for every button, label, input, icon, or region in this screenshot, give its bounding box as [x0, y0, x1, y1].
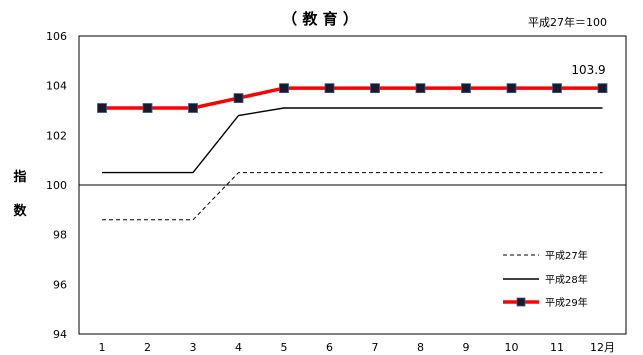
x-tick-label: 1	[99, 341, 106, 354]
x-tick-label: 11	[550, 341, 564, 354]
data-point-marker	[597, 83, 608, 94]
legend-swatch-marker	[516, 297, 526, 307]
legend-label-h27: 平成27年	[545, 249, 588, 262]
data-point-marker	[415, 83, 426, 94]
x-tick-label: 12月	[590, 341, 615, 354]
data-point-marker	[142, 103, 153, 113]
x-tick-label: 2	[144, 341, 151, 354]
data-point-marker	[233, 93, 244, 103]
legend-label-h29: 平成29年	[545, 296, 588, 309]
y-tick-label: 96	[53, 278, 67, 291]
x-tick-label: 9	[463, 341, 470, 354]
data-point-marker	[97, 103, 107, 113]
x-tick-label: 10	[505, 341, 519, 354]
legend-label-h28: 平成28年	[545, 273, 588, 286]
legend: 平成27年 平成28年 平成29年	[503, 249, 588, 309]
series-line-h29	[102, 86, 603, 110]
x-tick-label: 6	[326, 341, 333, 354]
ylabel-char-2: 数	[13, 203, 27, 219]
base-year-note: 平成27年＝100	[528, 15, 607, 29]
x-tick-label: 3	[190, 341, 197, 354]
x-tick-label: 4	[235, 341, 242, 354]
data-point-marker	[461, 83, 471, 94]
last-value-annotation: 103.9	[571, 63, 605, 77]
x-tick-label: 5	[281, 341, 288, 354]
ylabel-char-1: 指	[13, 169, 26, 185]
y-tick-label: 94	[53, 328, 67, 341]
data-point-marker	[279, 83, 289, 94]
y-tick-label: 98	[53, 229, 67, 242]
data-point-marker	[370, 83, 380, 94]
data-point-marker	[506, 83, 517, 94]
data-point-marker	[552, 83, 562, 94]
series-line-h27	[102, 172, 603, 221]
y-tick-label: 104	[46, 80, 67, 93]
y-tick-label: 106	[46, 30, 67, 43]
series-line-h28	[102, 107, 603, 174]
x-tick-label: 8	[417, 341, 424, 354]
y-tick-label: 100	[46, 179, 67, 192]
data-point-marker	[188, 103, 198, 113]
x-tick-label: 7	[372, 341, 379, 354]
y-tick-label: 102	[46, 129, 67, 142]
chart-title: （ 教 育 ）	[282, 10, 358, 28]
data-point-marker	[324, 83, 335, 94]
